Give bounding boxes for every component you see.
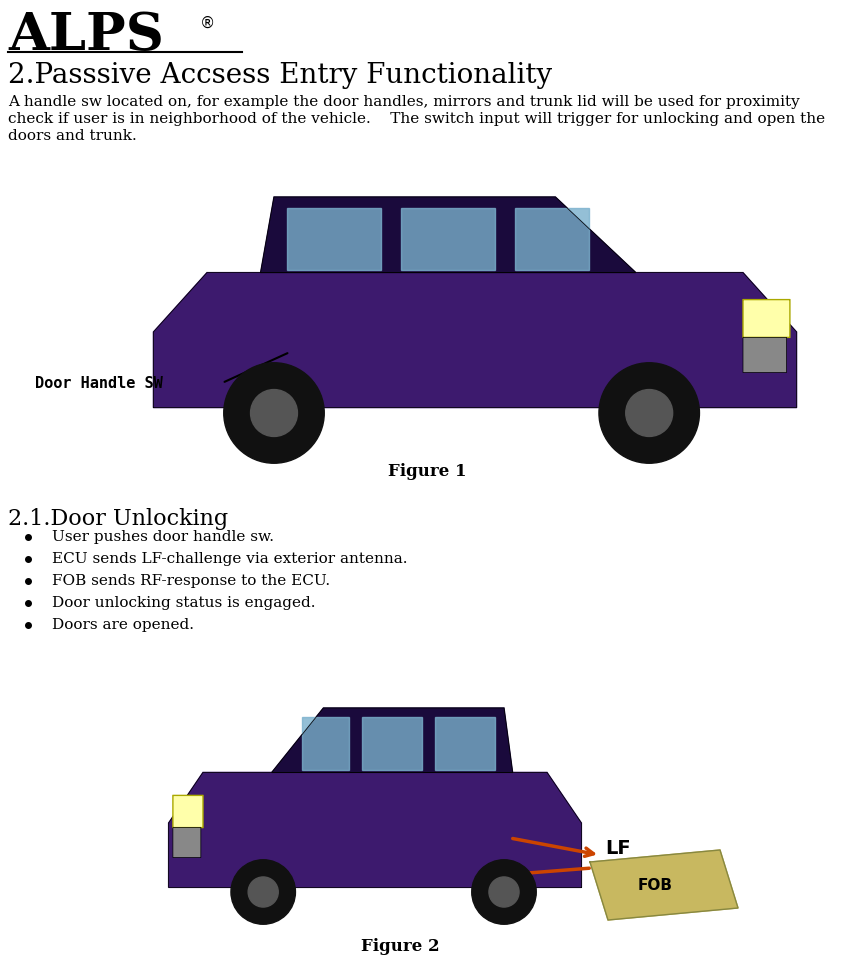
FancyBboxPatch shape [172, 796, 203, 828]
Text: Door unlocking status is engaged.: Door unlocking status is engaged. [52, 596, 315, 610]
Polygon shape [362, 717, 421, 771]
Text: FOB: FOB [636, 879, 671, 893]
Text: ECU sends LF-challenge via exterior antenna.: ECU sends LF-challenge via exterior ante… [52, 552, 407, 566]
Text: ®: ® [200, 16, 215, 31]
Polygon shape [401, 208, 495, 270]
Text: check if user is in neighborhood of the vehicle.    The switch input will trigge: check if user is in neighborhood of the … [8, 112, 824, 126]
Text: Figure 1: Figure 1 [387, 463, 466, 480]
Polygon shape [154, 273, 796, 408]
FancyBboxPatch shape [172, 828, 200, 858]
Text: LF: LF [604, 838, 630, 858]
Circle shape [598, 363, 699, 464]
Circle shape [625, 389, 672, 437]
Text: A handle sw located on, for example the door handles, mirrors and trunk lid will: A handle sw located on, for example the … [8, 95, 798, 109]
Circle shape [489, 877, 519, 907]
Polygon shape [302, 717, 349, 771]
Polygon shape [287, 208, 380, 270]
Circle shape [223, 363, 324, 464]
Polygon shape [260, 197, 635, 273]
Polygon shape [435, 717, 495, 771]
Text: Figure 2: Figure 2 [360, 938, 438, 955]
FancyBboxPatch shape [742, 338, 786, 373]
Text: 2.1.Door Unlocking: 2.1.Door Unlocking [8, 508, 228, 530]
Text: ALPS: ALPS [8, 10, 164, 61]
Circle shape [230, 860, 295, 924]
Circle shape [471, 860, 536, 924]
Text: Doors are opened.: Doors are opened. [52, 618, 194, 632]
Text: User pushes door handle sw.: User pushes door handle sw. [52, 530, 274, 544]
Polygon shape [271, 708, 512, 772]
Polygon shape [589, 850, 737, 920]
Text: 2.Passsive Accsess Entry Functionality: 2.Passsive Accsess Entry Functionality [8, 62, 552, 89]
FancyBboxPatch shape [742, 299, 789, 338]
Text: doors and trunk.: doors and trunk. [8, 129, 136, 143]
Polygon shape [514, 208, 589, 270]
Text: Door Handle SW: Door Handle SW [35, 376, 163, 390]
Polygon shape [168, 772, 581, 888]
Circle shape [248, 877, 278, 907]
Text: RF: RF [495, 876, 523, 895]
Text: FOB sends RF-response to the ECU.: FOB sends RF-response to the ECU. [52, 574, 330, 588]
Circle shape [250, 389, 297, 437]
